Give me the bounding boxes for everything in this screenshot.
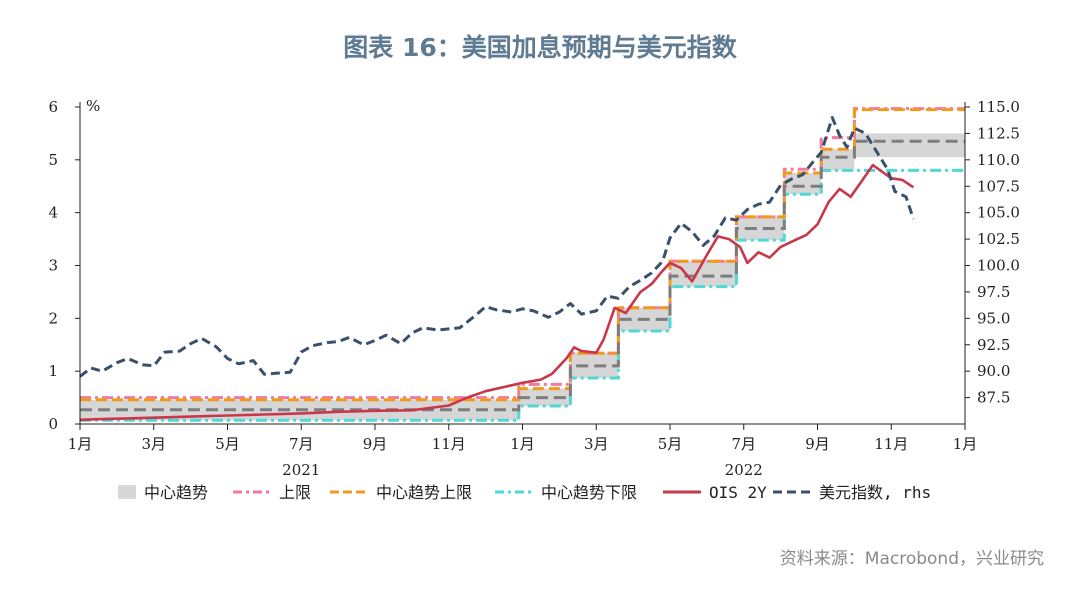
x-tick-label-1: 3月 bbox=[141, 435, 166, 453]
x-tick-label-2: 5月 bbox=[215, 435, 240, 453]
x-tick-label-12: 1月 bbox=[953, 435, 978, 453]
left-tick-label-1: 1 bbox=[48, 362, 58, 380]
x-tick-label-0: 1月 bbox=[68, 435, 93, 453]
left-tick-label-2: 2 bbox=[48, 309, 58, 327]
x-tick-label-5: 11月 bbox=[432, 435, 466, 453]
left-tick-label-3: 3 bbox=[48, 257, 58, 275]
axes-layer bbox=[75, 102, 970, 430]
right-tick-label-102.5: 102.5 bbox=[977, 230, 1020, 248]
x-tick-label-7: 3月 bbox=[584, 435, 609, 453]
ois-2y-line bbox=[79, 163, 915, 422]
right-tick-label-100.0: 100.0 bbox=[977, 257, 1020, 275]
right-tick-label-95.0: 95.0 bbox=[977, 309, 1010, 327]
legend-label-5: 美元指数, rhs bbox=[819, 483, 931, 502]
x-tick-label-11: 11月 bbox=[874, 435, 908, 453]
right-tick-label-105.0: 105.0 bbox=[977, 204, 1020, 222]
left-tick-label-4: 4 bbox=[48, 204, 58, 222]
x-tick-label-4: 9月 bbox=[363, 435, 388, 453]
x-tick-label-10: 9月 bbox=[805, 435, 830, 453]
dollar-index-line bbox=[79, 116, 915, 378]
legend-label-1: 上限 bbox=[279, 483, 311, 502]
x-tick-label-3: 7月 bbox=[289, 435, 314, 453]
chart: 0 1 2 3 4 5 6 % 87.5 90.0 92.5 95.0 97.5 100.0 102.5 10… bbox=[48, 97, 1020, 502]
right-tick-label-92.5: 92.5 bbox=[977, 336, 1010, 354]
legend-swatch-0 bbox=[118, 485, 136, 499]
left-tick-label-0: 0 bbox=[48, 415, 58, 433]
left-axis-unit: % bbox=[86, 97, 100, 115]
right-tick-label-110.0: 110.0 bbox=[977, 151, 1020, 169]
year-label-2021: 2021 bbox=[282, 461, 320, 479]
center-trend-band-9 bbox=[854, 133, 965, 158]
right-tick-label-90.0: 90.0 bbox=[977, 362, 1010, 380]
right-tick-label-87.5: 87.5 bbox=[977, 389, 1010, 407]
x-tick-label-6: 1月 bbox=[510, 435, 535, 453]
labels-layer: 0 1 2 3 4 5 6 % 87.5 90.0 92.5 95.0 97.5 100.0 102.5 10… bbox=[48, 97, 1020, 479]
x-tick-label-9: 7月 bbox=[731, 435, 756, 453]
right-tick-label-112.5: 112.5 bbox=[977, 124, 1020, 142]
center-trend-band-layer bbox=[80, 133, 965, 421]
left-tick-label-5: 5 bbox=[48, 151, 58, 169]
right-tick-label-97.5: 97.5 bbox=[977, 283, 1010, 301]
legend: 中心趋势 上限 中心趋势上限 中心趋势下限 OIS 2Y 美元指数, rhs bbox=[118, 483, 931, 502]
year-label-2022: 2022 bbox=[725, 461, 763, 479]
center-trend-band-6 bbox=[736, 216, 785, 241]
center-trend-band-8 bbox=[821, 149, 855, 171]
legend-label-2: 中心趋势上限 bbox=[376, 483, 472, 502]
x-tick-label-8: 5月 bbox=[658, 435, 683, 453]
legend-label-3: 中心趋势下限 bbox=[541, 483, 637, 502]
right-tick-label-107.5: 107.5 bbox=[977, 177, 1020, 195]
right-tick-label-115.0: 115.0 bbox=[977, 98, 1020, 116]
left-tick-label-6: 6 bbox=[48, 98, 58, 116]
trend-center-line bbox=[80, 139, 965, 412]
legend-label-4: OIS 2Y bbox=[709, 483, 767, 502]
source-note: 资料来源：Macrobond，兴业研究 bbox=[779, 549, 1044, 569]
center-trend-band-7 bbox=[784, 173, 822, 195]
series-lines-layer bbox=[79, 107, 965, 422]
center-trend-band-5 bbox=[670, 261, 737, 287]
chart-title: 图表 16：美国加息预期与美元指数 bbox=[343, 33, 737, 62]
legend-label-0: 中心趋势 bbox=[144, 483, 208, 502]
